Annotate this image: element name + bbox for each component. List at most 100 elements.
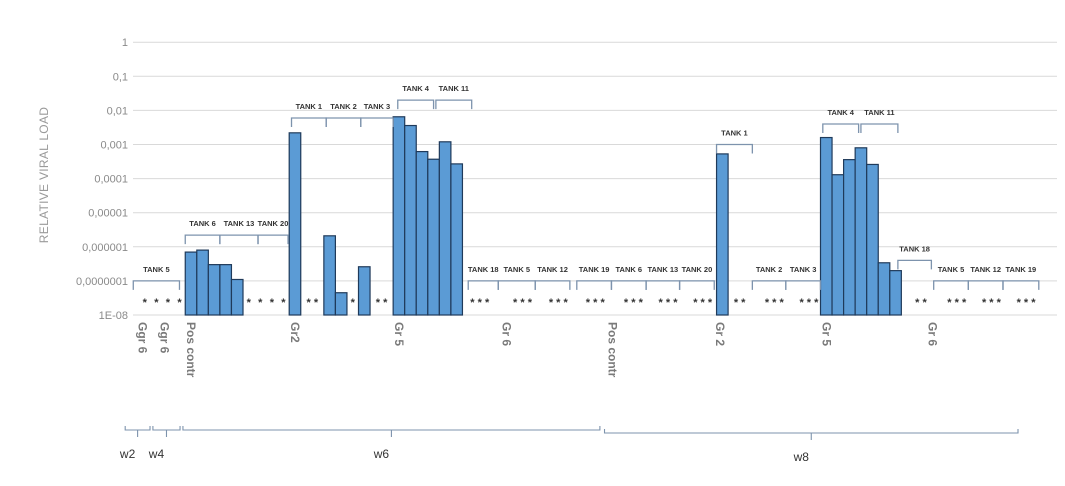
tank-label: TANK 6 <box>189 219 216 228</box>
group-label: Gr 6 <box>926 322 940 346</box>
not-detected-marker: * * * <box>982 297 1002 309</box>
group-label: Pos contr <box>184 322 198 378</box>
tank-label: TANK 3 <box>790 265 817 274</box>
tank-label: TANK 19 <box>1006 265 1037 274</box>
tank-label: TANK 20 <box>258 219 289 228</box>
tank-label: TANK 4 <box>402 84 429 93</box>
bar <box>415 150 429 316</box>
not-detected-marker: * * * <box>947 297 967 309</box>
tank-label: TANK 3 <box>364 102 391 111</box>
y-tick-label: 0,0001 <box>94 174 128 186</box>
week-label: w6 <box>373 447 390 461</box>
y-tick-label: 1E-08 <box>99 310 128 322</box>
bar <box>323 235 337 316</box>
tank-label: TANK 1 <box>296 102 323 111</box>
tank-label: TANK 18 <box>899 244 930 253</box>
tank-bracket <box>751 280 787 290</box>
bar <box>866 163 879 316</box>
tank-bracket <box>897 259 933 270</box>
week-brackets: w2 w4 w6 w8 <box>119 426 1019 464</box>
not-detected-marker: * <box>270 297 275 309</box>
week-bracket <box>182 426 601 437</box>
not-detected-marker: * * * <box>624 297 644 309</box>
not-detected-marker: * * * <box>470 297 490 309</box>
group-label: Gr 5 <box>392 322 406 346</box>
bar <box>819 136 833 316</box>
not-detected-marker: * * * <box>659 297 679 309</box>
week-bracket <box>124 426 151 437</box>
tank-bracket <box>467 280 499 290</box>
y-axis-ticks: 1 0,1 0,01 0,001 0,0001 0,00001 0,000001 0,0000… <box>76 37 128 322</box>
week-label: w4 <box>148 447 165 461</box>
tank-bracket <box>219 234 259 245</box>
tank-label: TANK 12 <box>537 265 568 274</box>
tank-label: TANK 20 <box>682 265 713 274</box>
tank-bracket <box>715 143 754 154</box>
tank-bracket <box>610 280 647 290</box>
tank-bracket <box>576 280 613 290</box>
group-label: Gr2 <box>288 322 302 343</box>
bars <box>184 116 902 316</box>
not-detected-marker: * * <box>734 297 746 309</box>
y-tick-label: 0,01 <box>107 105 128 117</box>
y-tick-label: 1 <box>122 37 128 49</box>
bar <box>427 158 440 316</box>
y-tick-label: 0,0000001 <box>76 276 128 288</box>
not-detected-marker: * * * <box>513 297 533 309</box>
tank-label: TANK 5 <box>143 265 170 274</box>
bar <box>404 124 417 316</box>
bar <box>392 116 406 316</box>
tank-label: TANK 13 <box>224 219 255 228</box>
bar <box>184 251 198 316</box>
tank-label: TANK 12 <box>970 265 1001 274</box>
group-label: Pos contr <box>606 322 620 378</box>
tank-label: TANK 1 <box>721 129 748 138</box>
tank-bracket <box>822 123 860 133</box>
bar <box>334 292 348 316</box>
tank-bracket <box>933 280 969 290</box>
tank-bracket <box>645 280 681 290</box>
not-detected-marker: * <box>154 297 159 309</box>
not-detected-marker: * * * <box>799 297 819 309</box>
bar <box>207 264 221 316</box>
bar <box>438 141 452 316</box>
y-axis-label: RELATIVE VIRAL LOAD <box>37 107 51 243</box>
y-tick-label: 0,1 <box>113 71 128 83</box>
tank-bracket <box>534 280 571 290</box>
tank-bracket <box>184 234 221 245</box>
tank-bracket <box>325 117 362 127</box>
bar <box>288 132 302 316</box>
not-detected-marker: * * * <box>693 297 713 309</box>
tank-bracket <box>967 280 1004 290</box>
week-label: w8 <box>793 450 810 464</box>
bar <box>357 266 371 316</box>
bar <box>219 264 233 316</box>
week-bracket <box>603 429 1019 440</box>
week-label: w2 <box>119 447 136 461</box>
tank-label: TANK 5 <box>503 265 530 274</box>
tank-bracket <box>435 99 473 110</box>
bar <box>196 249 209 316</box>
tank-bracket <box>397 99 435 110</box>
group-label: Gr 2 <box>713 322 727 346</box>
bar <box>877 262 891 316</box>
tank-label: TANK 5 <box>938 265 965 274</box>
not-detected-marker: * <box>281 297 286 309</box>
tank-label: TANK 11 <box>864 108 894 117</box>
tank-bracket <box>497 280 536 290</box>
not-detected-marker: * <box>177 297 182 309</box>
not-detected-marker: * <box>351 297 356 309</box>
group-label: Ggr 6 <box>136 322 150 354</box>
gridlines <box>133 41 1057 316</box>
tank-bracket <box>257 234 289 245</box>
tank-label: TANK 6 <box>616 265 643 274</box>
bar <box>450 163 464 316</box>
y-tick-label: 0,000001 <box>82 242 128 254</box>
not-detected-marker: * * <box>376 297 388 309</box>
tank-label: TANK 13 <box>647 265 678 274</box>
tank-bracket <box>360 117 394 127</box>
bar <box>831 174 845 316</box>
not-detected-marker: * <box>247 297 252 309</box>
not-detected-marker: * * * <box>765 297 785 309</box>
